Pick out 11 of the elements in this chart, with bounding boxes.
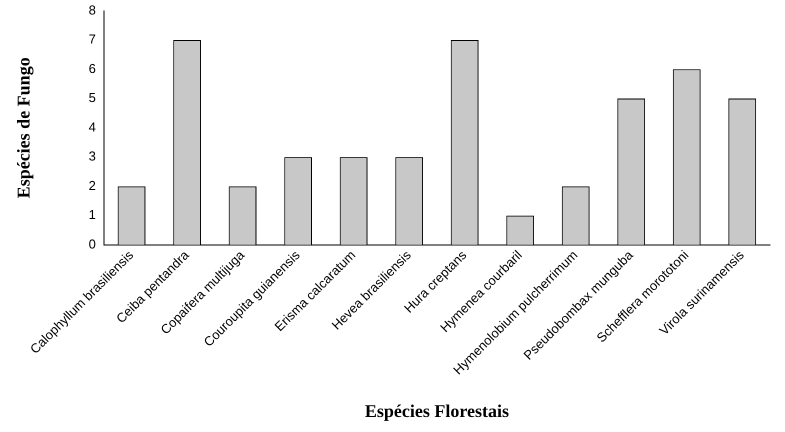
y-axis-title: Espécies de Fungo	[13, 57, 34, 198]
y-tick-label: 3	[88, 148, 96, 164]
y-tick-label: 6	[88, 60, 96, 76]
y-tick-label: 2	[88, 178, 96, 193]
y-tick-label: 0	[88, 236, 96, 252]
y-tick-label: 5	[88, 90, 96, 106]
y-tick-label: 7	[88, 32, 96, 47]
y-tick-label: 1	[88, 207, 96, 222]
y-tick-label: 8	[88, 2, 96, 18]
y-tick-label: 4	[88, 119, 96, 134]
x-axis-title: Espécies Florestais	[364, 400, 509, 421]
